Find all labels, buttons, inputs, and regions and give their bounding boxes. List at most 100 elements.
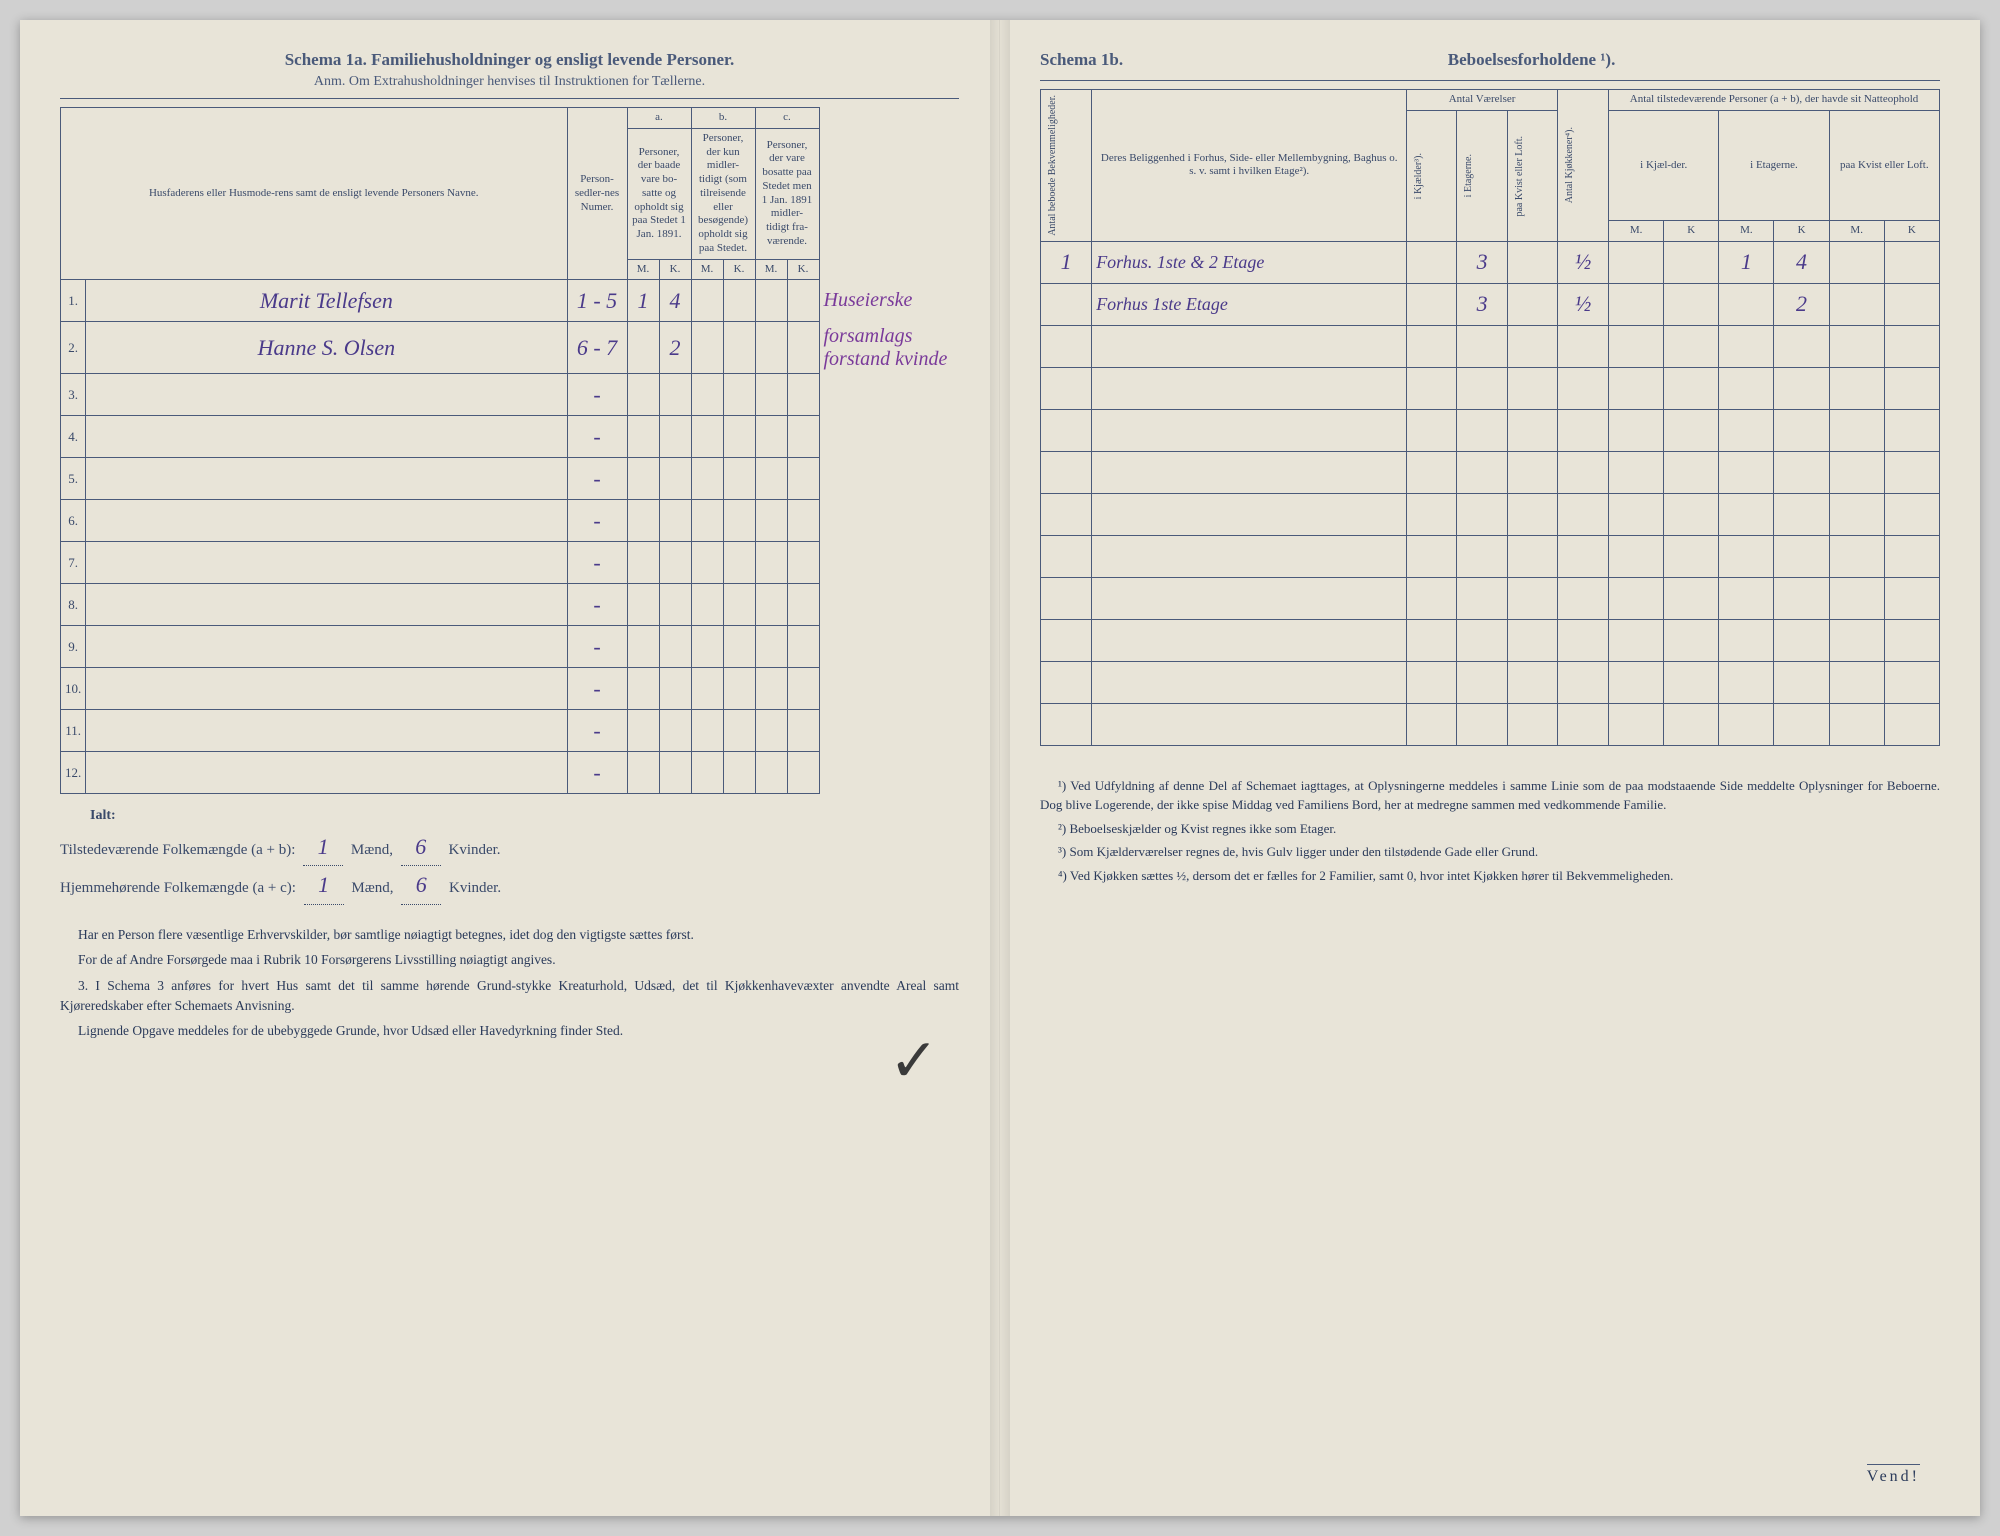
table-row: 6.- [61,500,960,542]
census-sheet: Schema 1a. Familiehusholdninger og ensli… [20,20,1980,1516]
bekv [1041,535,1092,577]
name-cell [86,710,567,752]
em [1719,325,1774,367]
person-num: - [567,710,627,752]
kk2 [1664,493,1719,535]
b-k [723,322,755,374]
col-paakvist: paa Kvist eller Loft. [1829,110,1939,220]
belig [1092,451,1407,493]
bekv [1041,409,1092,451]
b-k [723,458,755,500]
lk [1884,619,1939,661]
kk [1557,409,1608,451]
table-row: Forhus 1ste Etage3½2 [1041,283,1940,325]
kj [1407,535,1457,577]
row-note [819,668,959,710]
schema-1a-title: Schema 1a. Familiehusholdninger og ensli… [60,50,959,70]
row-note [819,374,959,416]
b-m [691,280,723,322]
col-antal-vaer: Antal Værelser [1407,90,1558,111]
col-ietag: i Etagerne. [1719,110,1829,220]
table-row [1041,451,1940,493]
row-num: 12. [61,752,86,794]
lk [1884,241,1939,283]
mk: M. [1609,221,1664,242]
kv [1507,577,1557,619]
kj [1407,661,1457,703]
a-k [659,458,691,500]
lk [1884,451,1939,493]
a-k: 2 [659,322,691,374]
fn4: ⁴) Ved Kjøkken sættes ½, dersom det er f… [1040,866,1940,886]
em: 1 [1719,241,1774,283]
ek [1774,661,1829,703]
belig [1092,367,1407,409]
kk2 [1664,325,1719,367]
bekv [1041,367,1092,409]
c-m [755,322,787,374]
kj [1407,241,1457,283]
name-cell: Marit Tellefsen [86,280,567,322]
table-1a: Husfaderens eller Husmode-rens samt de e… [60,107,959,794]
b-m [691,668,723,710]
b-m [691,626,723,668]
kk: ½ [1557,241,1608,283]
name-cell [86,584,567,626]
et [1457,325,1507,367]
bekv [1041,283,1092,325]
lm [1829,451,1884,493]
row-num: 3. [61,374,86,416]
person-num: - [567,500,627,542]
b-k [723,416,755,458]
kj [1407,493,1457,535]
c-k [787,416,819,458]
b-m [691,374,723,416]
col-tilstede: Antal tilstedeværende Personer (a + b), … [1609,90,1940,111]
person-num: - [567,626,627,668]
schema-1b-heading: Beboelsesforholdene ¹). [1123,50,1940,70]
c-k [787,584,819,626]
name-cell [86,626,567,668]
tot-2-k: 6 [401,866,441,904]
ek [1774,451,1829,493]
ialt-label: Ialt: [90,804,959,828]
c-k [787,710,819,752]
ek [1774,367,1829,409]
c-k [787,500,819,542]
col-ak: K. [659,259,691,280]
table-row: 3.- [61,374,960,416]
lm [1829,409,1884,451]
person-num: - [567,752,627,794]
row-num: 2. [61,322,86,374]
c-m [755,626,787,668]
col-kjael: i Kjælder³). [1411,151,1428,201]
kv [1507,325,1557,367]
et: 3 [1457,283,1507,325]
table-row [1041,577,1940,619]
mk: K [1664,221,1719,242]
col-person-num: Person-sedler-nes Numer. [567,108,627,280]
b-k [723,374,755,416]
belig: Forhus 1ste Etage [1092,283,1407,325]
col-bm: M. [691,259,723,280]
kk [1557,661,1608,703]
lm [1829,535,1884,577]
b-m [691,542,723,584]
a-m [627,668,659,710]
tot-1-m: 1 [303,828,343,866]
col-c-sub: Personer, der vare bosatte paa Stedet me… [755,128,819,259]
em [1719,577,1774,619]
a-m [627,710,659,752]
et [1457,661,1507,703]
col-notes [819,108,959,280]
a-k [659,542,691,584]
km [1609,577,1664,619]
a-k [659,500,691,542]
b-m [691,584,723,626]
name-cell [86,374,567,416]
kj [1407,283,1457,325]
bekv [1041,619,1092,661]
row-num: 1. [61,280,86,322]
ek [1774,325,1829,367]
c-m [755,416,787,458]
